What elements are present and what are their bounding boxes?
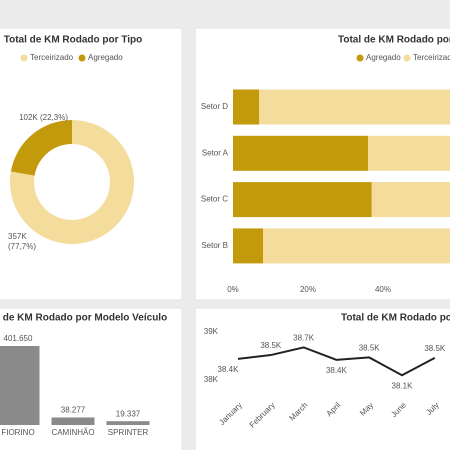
legend-marker	[403, 54, 411, 62]
bar-segment	[259, 89, 450, 125]
x-tick-label: FIORINO	[1, 428, 34, 437]
data-label: 357K (77,7%)	[8, 232, 37, 251]
bar-segment	[233, 89, 260, 125]
data-label: 38.4K	[218, 365, 240, 374]
x-tick-label: 40%	[375, 285, 391, 294]
x-tick-label: 20%	[300, 285, 316, 294]
bar-segment	[263, 228, 450, 264]
legend-label: Terceirizado	[413, 53, 450, 62]
data-label: 401.650	[4, 334, 33, 343]
chart-title: Total de KM Rodado por	[338, 35, 450, 46]
bar	[106, 421, 150, 425]
donut-slice	[10, 120, 135, 244]
data-label: 38.5K	[424, 344, 446, 353]
data-label: 38.5K	[260, 341, 282, 350]
data-label: 102K (22,3%)	[19, 113, 68, 122]
bar-segment	[233, 135, 368, 171]
bar-segment	[233, 228, 263, 264]
y-tick-label: Setor A	[202, 148, 229, 157]
data-label: 38.4K	[326, 366, 348, 375]
data-label: 38.5K	[359, 344, 381, 353]
data-label: 38.7K	[293, 333, 315, 342]
legend-label: Terceirizado	[30, 53, 74, 62]
legend-marker	[20, 54, 28, 62]
legend-marker	[356, 54, 364, 62]
data-label: 19.337	[116, 409, 141, 418]
bar-segment	[233, 182, 372, 218]
chart-title: Total de KM Rodado por Tipo	[4, 35, 143, 46]
y-tick-label: Setor B	[201, 241, 228, 250]
bar-segment	[368, 135, 450, 171]
bar	[51, 417, 95, 425]
x-tick-label: SPRINTER	[108, 428, 149, 437]
panel	[194, 307, 450, 450]
y-tick-label: Setor C	[201, 195, 228, 204]
y-tick-label: Setor D	[201, 102, 228, 111]
donut-slice	[10, 120, 73, 176]
x-tick-label: 0%	[227, 285, 239, 294]
y-tick-label: 38K	[204, 375, 219, 384]
y-tick-label: 39K	[204, 327, 219, 336]
legend-marker	[78, 54, 86, 62]
data-label: 38.1K	[392, 381, 414, 390]
bar-segment	[371, 182, 450, 218]
data-label: 38.277	[61, 406, 86, 415]
x-tick-label: CAMINHÃO	[51, 428, 94, 437]
chart-title: Total de KM Rodado por Modelo Veículo	[0, 313, 167, 324]
bar	[0, 346, 40, 425]
chart-title: Total de KM Rodado por	[341, 313, 450, 324]
legend-label: Agregado	[88, 53, 123, 62]
line	[237, 346, 436, 377]
legend-label: Agregado	[366, 53, 401, 62]
